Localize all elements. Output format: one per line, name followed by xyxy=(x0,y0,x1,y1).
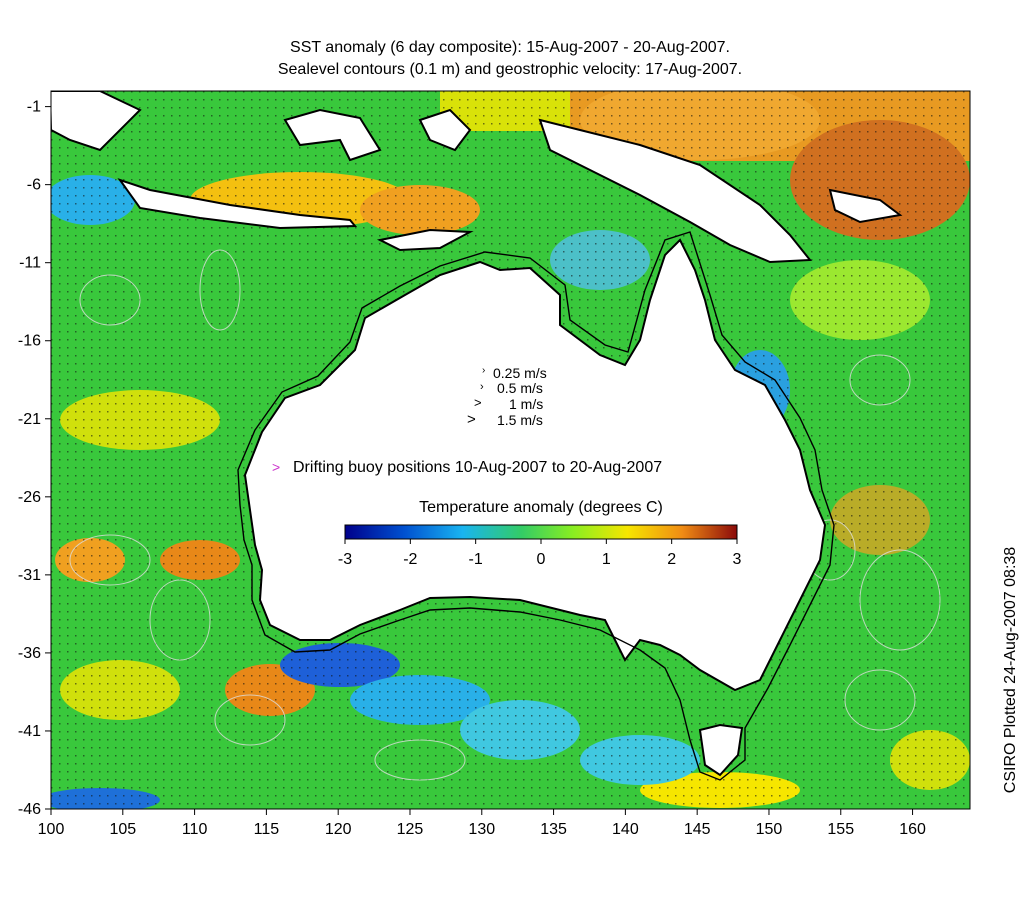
lon-tick-label: 125 xyxy=(397,821,424,838)
colorbar-ticks: -3 -2 -1 0 1 2 3 xyxy=(338,539,742,568)
tasmania xyxy=(698,723,744,777)
map-frame xyxy=(50,90,971,810)
colorbar-tick-label: 1 xyxy=(602,551,611,568)
colorbar: Temperature anomaly (degrees C) -3 -2 -1 0 1… xyxy=(338,499,742,568)
lon-tick-label: 115 xyxy=(254,821,280,838)
colorbar-tick-label: -2 xyxy=(403,551,417,568)
map-plot-area xyxy=(51,91,970,809)
lat-tick-label: -11 xyxy=(19,255,41,272)
borneo xyxy=(51,91,142,152)
lon-tick-label: 120 xyxy=(325,821,352,838)
lat-tick-label: -36 xyxy=(18,645,41,662)
lon-tick-label: 155 xyxy=(827,821,854,838)
lat-tick-label: -26 xyxy=(18,489,41,506)
colorbar-ramp xyxy=(344,524,738,540)
sumatra-java xyxy=(117,178,358,230)
map-title-line-1: SST anomaly (6 day composite): 15-Aug-20… xyxy=(290,39,730,56)
lat-tick-label: -6 xyxy=(27,177,41,194)
lat-tick-label: -31 xyxy=(18,567,41,584)
velocity-label-05: 0.5 m/s xyxy=(497,380,543,396)
velocity-label-15: 1.5 m/s xyxy=(497,412,543,428)
lon-tick-label: 145 xyxy=(684,821,711,838)
lon-tick-label: 135 xyxy=(540,821,567,838)
lon-tick-label: 160 xyxy=(899,821,926,838)
colorbar-tick-label: 0 xyxy=(537,551,546,568)
lat-tick-label: -46 xyxy=(18,801,41,818)
latitude-axis: -1 -6 -11 -16 -21 -26 -31 -36 -41 -46 xyxy=(18,99,51,818)
lat-tick-label: -16 xyxy=(18,333,41,350)
lon-tick-label: 140 xyxy=(612,821,639,838)
colorbar-title: Temperature anomaly (degrees C) xyxy=(419,499,663,516)
colorbar-tick-label: 2 xyxy=(667,551,676,568)
lon-tick-label: 105 xyxy=(109,821,136,838)
velocity-arrow-1: > xyxy=(474,395,482,410)
lon-tick-label: 100 xyxy=(38,821,65,838)
colorbar-tick-label: 3 xyxy=(733,551,742,568)
velocity-label-025: 0.25 m/s xyxy=(493,365,547,381)
buoy-legend: > Drifting buoy positions 10-Aug-2007 to… xyxy=(272,459,662,476)
lat-tick-label: -1 xyxy=(27,99,41,116)
velocity-arrow-05: › xyxy=(480,381,484,393)
velocity-scale-legend: › 0.25 m/s › 0.5 m/s > 1 m/s > 1.5 m/s xyxy=(467,365,547,428)
velocity-arrow-025: › xyxy=(482,365,485,376)
sulawesi xyxy=(283,108,382,162)
timor xyxy=(376,228,474,252)
lat-tick-label: -21 xyxy=(18,411,41,428)
velocity-arrow-15: > xyxy=(467,411,476,428)
continental-shelf-line xyxy=(237,231,835,781)
halmahera xyxy=(418,108,472,152)
velocity-label-1: 1 m/s xyxy=(509,396,543,412)
lat-tick-label: -41 xyxy=(18,723,41,740)
lon-tick-label: 110 xyxy=(182,821,208,838)
buoy-marker-icon: > xyxy=(272,459,280,475)
lon-tick-label: 150 xyxy=(756,821,783,838)
new-guinea xyxy=(538,118,813,264)
sealevel-contours xyxy=(69,249,941,781)
map-title-line-2: Sealevel contours (0.1 m) and geostrophi… xyxy=(277,61,743,78)
colorbar-tick-label: -1 xyxy=(469,551,483,568)
land-masses xyxy=(51,91,903,777)
new-britain xyxy=(828,188,903,224)
credit-label: CSIRO Plotted 24-Aug-2007 08:38 xyxy=(1002,546,1019,794)
buoy-legend-label: Drifting buoy positions 10-Aug-2007 to 2… xyxy=(293,459,662,476)
lon-tick-label: 130 xyxy=(468,821,495,838)
australia-mainland xyxy=(243,238,827,692)
longitude-axis: 100 105 110 115 120 125 130 135 140 145 150 155 160 xyxy=(38,809,926,838)
colorbar-tick-label: -3 xyxy=(338,551,352,568)
